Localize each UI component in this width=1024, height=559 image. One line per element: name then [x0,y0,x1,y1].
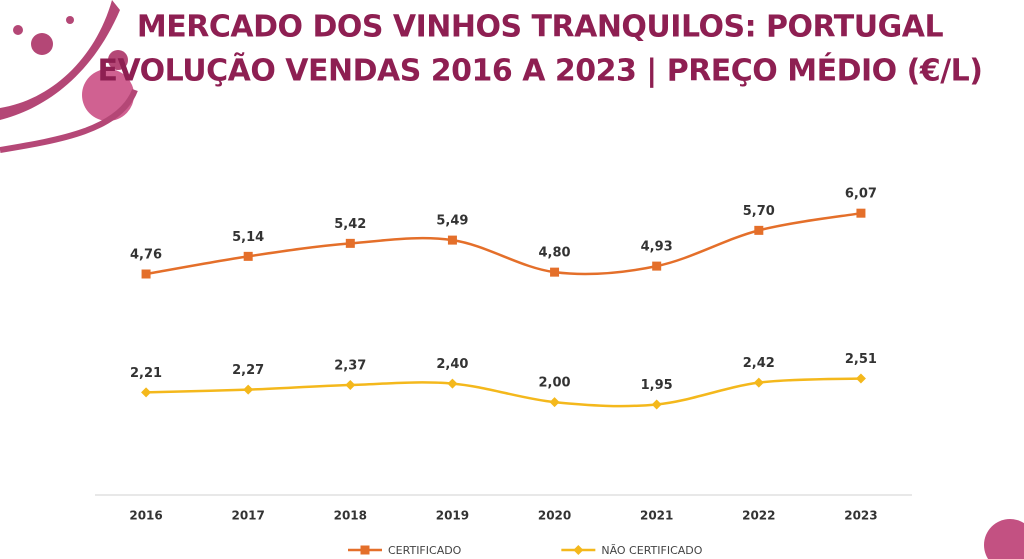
legend-marker [360,545,370,555]
data-point [856,208,866,218]
data-point [652,261,662,271]
data-point [141,387,152,398]
data-label: 4,80 [539,246,571,261]
data-label: 2,37 [334,358,366,373]
data-point [550,267,560,277]
data-label: 6,07 [845,187,877,202]
data-label: 5,14 [232,230,264,245]
data-label: 4,93 [641,240,673,255]
data-label: 5,70 [743,204,775,219]
data-label: 2,51 [845,352,877,367]
x-tick-label: 2022 [742,509,775,523]
data-point [345,379,356,390]
data-label: 5,42 [334,217,366,232]
data-label: 2,21 [130,366,162,381]
series-line [146,377,861,408]
legend-marker [573,545,584,555]
x-tick-label: 2021 [640,509,673,523]
data-label: 2,42 [743,356,775,371]
chart-subtitle: EVOLUÇÃO VENDAS 2016 A 2023 | PREÇO MÉDI… [98,52,983,89]
data-point [855,373,866,384]
data-point [243,251,253,261]
x-tick-label: 2018 [334,509,367,523]
data-label: 2,40 [436,357,468,372]
data-point [141,269,151,279]
data-label: 4,76 [130,248,162,263]
data-point [753,377,764,388]
legend-label: NÃO CERTIFICADO [601,544,702,557]
data-point [447,378,458,389]
data-label: 2,00 [539,376,571,391]
data-label: 2,27 [232,363,264,378]
x-tick-label: 2017 [231,509,264,523]
chart-title: MERCADO DOS VINHOS TRANQUILOS: PORTUGAL [137,10,944,45]
data-point [345,238,355,248]
x-tick-label: 2023 [844,509,877,523]
data-point [447,235,457,245]
data-point [243,384,254,395]
data-point [549,397,560,408]
series-line [145,211,862,276]
x-tick-label: 2020 [538,509,571,523]
data-point [651,399,662,410]
x-tick-label: 2016 [129,509,162,523]
data-label: 1,95 [641,378,673,393]
x-tick-label: 2019 [436,509,469,523]
data-point [754,225,764,235]
legend-label: CERTIFICADO [388,544,462,557]
data-label: 5,49 [436,214,468,229]
